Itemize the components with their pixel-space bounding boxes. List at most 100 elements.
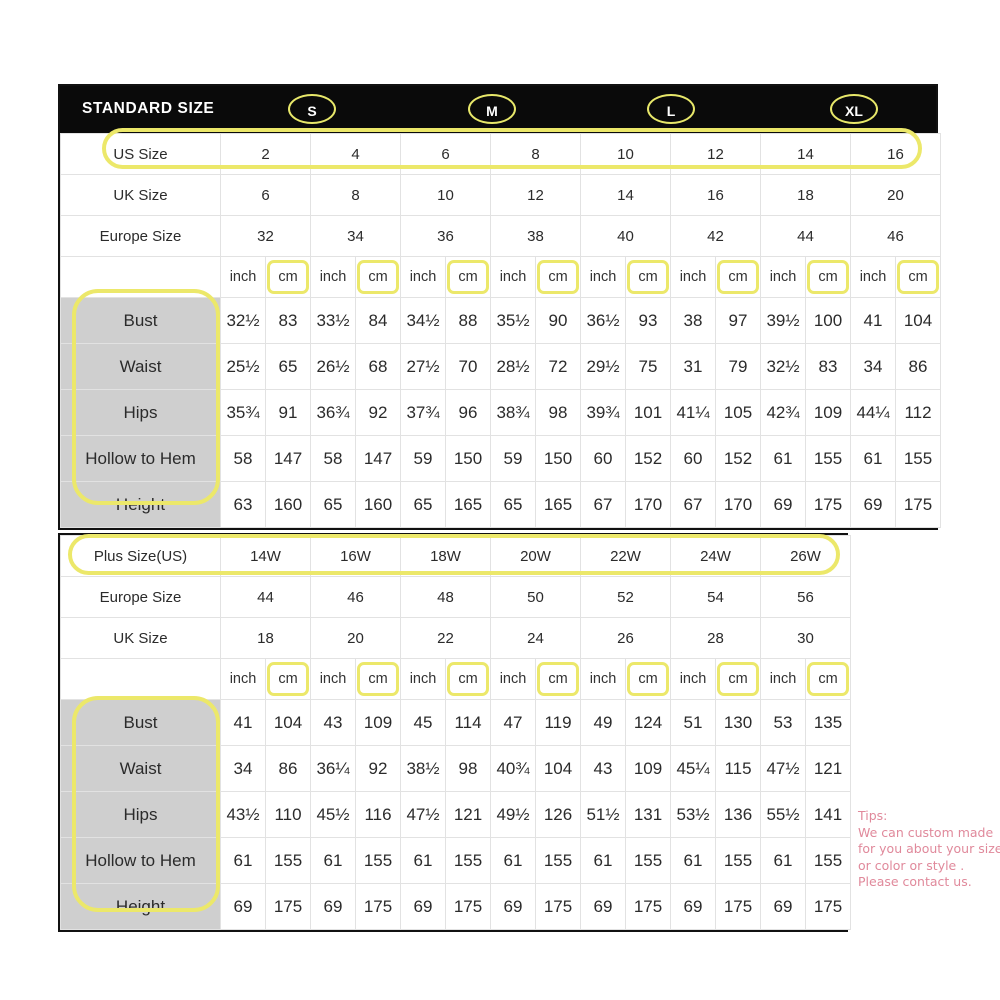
cell-plus-bust-4: 45 (400, 699, 446, 746)
cell-plus-waist-9: 109 (625, 745, 671, 792)
cell-plus-hollow-13: 155 (805, 837, 851, 884)
cell-bust-0: 32½ (220, 297, 266, 344)
cell-plus-waist-5: 98 (445, 745, 491, 792)
size-chip-xl[interactable]: XL (830, 93, 878, 124)
cell-uk-size-0: 6 (220, 174, 311, 216)
cell-plus-bust-6: 47 (490, 699, 536, 746)
plus-unit-cell-inch-2: inch (400, 658, 446, 700)
row-label-plus-bust: Bust (60, 699, 221, 746)
cell-plus-bust-12: 53 (760, 699, 806, 746)
cell-plus-waist-3: 92 (355, 745, 401, 792)
cell-plus-uk-0: 18 (220, 617, 311, 659)
standard-size-chart: STANDARD SIZE S M L XL US Size 2 4 6 8 1… (58, 84, 941, 530)
unit-cell-inch-2: inch (400, 256, 446, 298)
cell-uk-size-1: 8 (310, 174, 401, 216)
cell-bust-12: 39½ (760, 297, 806, 344)
cell-bust-2: 33½ (310, 297, 356, 344)
cell-plus-height-13: 175 (805, 883, 851, 930)
cell-plus-hips-13: 141 (805, 791, 851, 838)
cell-hollow-13: 155 (805, 435, 851, 482)
cell-height-3: 160 (355, 481, 401, 528)
cell-waist-5: 70 (445, 343, 491, 390)
cell-plus-hollow-9: 155 (625, 837, 671, 884)
cell-plus-uk-4: 26 (580, 617, 671, 659)
cell-bust-7: 90 (535, 297, 581, 344)
cell-waist-12: 32½ (760, 343, 806, 390)
unit-cell-inch-1: inch (310, 256, 356, 298)
cell-hollow-3: 147 (355, 435, 401, 482)
cell-bust-15: 104 (895, 297, 941, 344)
cell-plus-height-10: 69 (670, 883, 716, 930)
plus-unit-cell-inch-5: inch (670, 658, 716, 700)
cell-waist-2: 26½ (310, 343, 356, 390)
cell-plus-hollow-0: 61 (220, 837, 266, 884)
cell-europe-size-3: 38 (490, 215, 581, 257)
cell-europe-size-2: 36 (400, 215, 491, 257)
cell-plus-hips-11: 136 (715, 791, 761, 838)
cell-bust-9: 93 (625, 297, 671, 344)
cell-waist-7: 72 (535, 343, 581, 390)
cell-hips-3: 92 (355, 389, 401, 436)
cell-plus-size-5: 24W (670, 535, 761, 577)
cell-bust-6: 35½ (490, 297, 536, 344)
plus-unit-cell-cm-3-label: cm (548, 671, 568, 687)
cell-plus-hips-7: 126 (535, 791, 581, 838)
cell-plus-hips-9: 131 (625, 791, 671, 838)
cell-height-11: 170 (715, 481, 761, 528)
cell-height-5: 165 (445, 481, 491, 528)
cell-plus-hips-3: 116 (355, 791, 401, 838)
plus-unit-cell-cm-2: cm (445, 658, 491, 700)
cell-hips-2: 36¾ (310, 389, 356, 436)
table-row-height: Height 63 160 65 160 65 165 65 165 67 17… (60, 481, 941, 528)
cell-plus-bust-1: 104 (265, 699, 311, 746)
plus-unit-cell-cm-0-label: cm (278, 671, 298, 687)
cell-us-size-1: 4 (310, 133, 401, 175)
cell-us-size-4: 10 (580, 133, 671, 175)
cell-height-15: 175 (895, 481, 941, 528)
cell-hollow-1: 147 (265, 435, 311, 482)
cell-plus-hips-2: 45½ (310, 791, 356, 838)
cell-plus-waist-8: 43 (580, 745, 626, 792)
cell-plus-hollow-6: 61 (490, 837, 536, 884)
cell-hollow-11: 152 (715, 435, 761, 482)
cell-hollow-15: 155 (895, 435, 941, 482)
cell-hips-7: 98 (535, 389, 581, 436)
cell-plus-hips-5: 121 (445, 791, 491, 838)
tips-note: Tips: We can custom made for you about y… (858, 808, 1000, 891)
cell-hips-5: 96 (445, 389, 491, 436)
cell-plus-hollow-11: 155 (715, 837, 761, 884)
size-chip-m[interactable]: M (468, 93, 516, 124)
cell-hips-10: 41¼ (670, 389, 716, 436)
unit-cell-cm-4: cm (625, 256, 671, 298)
standard-size-table: US Size 2 4 6 8 10 12 14 16 UK Size 6 8 … (60, 133, 941, 528)
row-label-plus-uk-size: UK Size (60, 617, 221, 659)
cell-bust-8: 36½ (580, 297, 626, 344)
cell-europe-size-7: 46 (850, 215, 941, 257)
table-row-plus-hips: Hips 43½ 110 45½ 116 47½ 121 49½ 126 51½… (60, 791, 851, 838)
row-label-height: Height (60, 481, 221, 528)
cell-hips-1: 91 (265, 389, 311, 436)
cell-hollow-4: 59 (400, 435, 446, 482)
cell-us-size-0: 2 (220, 133, 311, 175)
cell-plus-hips-8: 51½ (580, 791, 626, 838)
cell-plus-europe-3: 50 (490, 576, 581, 618)
cell-waist-6: 28½ (490, 343, 536, 390)
plus-unit-cell-cm-4: cm (625, 658, 671, 700)
row-label-hollow-to-hem: Hollow to Hem (60, 435, 221, 482)
unit-cell-cm-1: cm (355, 256, 401, 298)
cell-bust-11: 97 (715, 297, 761, 344)
cell-hips-6: 38¾ (490, 389, 536, 436)
cell-plus-bust-9: 124 (625, 699, 671, 746)
cell-plus-uk-6: 30 (760, 617, 851, 659)
cell-plus-hollow-2: 61 (310, 837, 356, 884)
cell-plus-size-4: 22W (580, 535, 671, 577)
cell-plus-size-6: 26W (760, 535, 851, 577)
size-chip-s[interactable]: S (288, 93, 336, 124)
cell-hollow-9: 152 (625, 435, 671, 482)
size-chip-l[interactable]: L (647, 93, 695, 124)
cell-plus-bust-2: 43 (310, 699, 356, 746)
cell-plus-height-6: 69 (490, 883, 536, 930)
cell-height-2: 65 (310, 481, 356, 528)
cell-hollow-14: 61 (850, 435, 896, 482)
row-label-waist: Waist (60, 343, 221, 390)
